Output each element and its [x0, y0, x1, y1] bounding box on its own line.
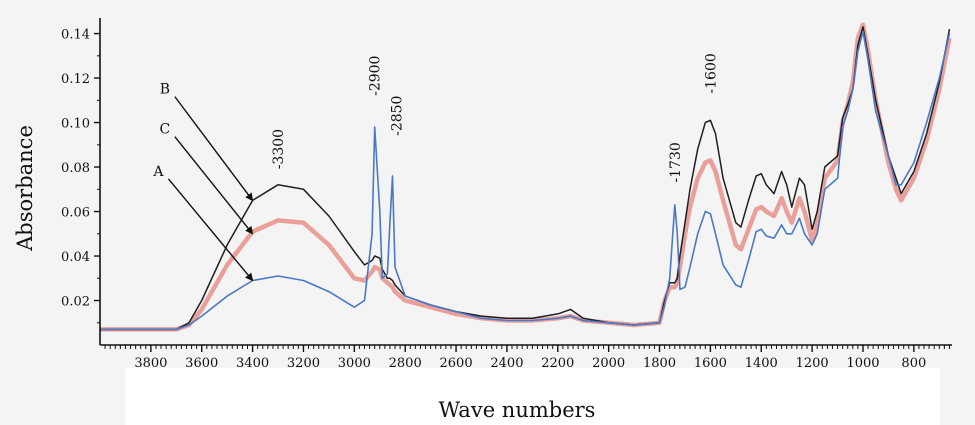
- series-label-arrow: [174, 136, 254, 235]
- y-tick-label: 0.04: [61, 250, 90, 265]
- series-line-b: [100, 26, 951, 331]
- peak-annotation: -1600: [703, 53, 719, 93]
- y-tick-label: 0.06: [61, 206, 90, 221]
- x-axis-label-band: [125, 368, 940, 425]
- x-tick-label: 3600: [185, 356, 218, 371]
- y-tick-label: 0.14: [61, 28, 90, 43]
- x-tick-label: 3000: [338, 356, 371, 371]
- peak-annotation: -2900: [368, 56, 384, 96]
- x-tick-label: 1000: [846, 356, 879, 371]
- series-line-a: [100, 30, 951, 331]
- y-axis-title: Absorbance: [13, 125, 37, 252]
- peak-annotation: -1730: [668, 142, 684, 182]
- x-axis-title: Wave numbers: [439, 398, 596, 422]
- x-tick-label: 2800: [389, 356, 422, 371]
- y-tick-label: 0.02: [61, 295, 90, 310]
- x-tick-label: 3800: [134, 356, 167, 371]
- y-tick-label: 0.12: [61, 72, 90, 87]
- peak-annotation: -2850: [389, 96, 405, 136]
- x-tick-label: 1400: [745, 356, 778, 371]
- x-tick-label: 2200: [541, 356, 574, 371]
- x-tick-label: 1200: [796, 356, 829, 371]
- series-label-a: A: [152, 164, 164, 180]
- y-tick-label: 0.08: [61, 161, 90, 176]
- peak-annotation: -3300: [271, 129, 287, 169]
- series-label-arrow: [167, 178, 254, 282]
- y-tick-label: 0.10: [61, 117, 90, 132]
- x-tick-label: 3400: [236, 356, 269, 371]
- axes-layer: 3800 3600 3400 3200 3000 2800 2600 2400 2200 2000…: [61, 18, 952, 371]
- x-tick-label: 800: [901, 356, 926, 371]
- annotations-layer: -3300 -2900 -2850 -1730 -1600 B C A: [152, 53, 719, 282]
- series-label-b: B: [160, 82, 170, 98]
- series-label-c: C: [159, 122, 170, 138]
- x-tick-label: 1600: [694, 356, 727, 371]
- series-layer: [100, 22, 952, 332]
- x-tick-label: 1800: [643, 356, 676, 371]
- x-tick-label: 2600: [440, 356, 473, 371]
- x-tick-label: 2400: [490, 356, 523, 371]
- x-tick-label: 3200: [287, 356, 320, 371]
- series-label-arrow: [174, 96, 254, 202]
- x-tick-label: 2000: [592, 356, 625, 371]
